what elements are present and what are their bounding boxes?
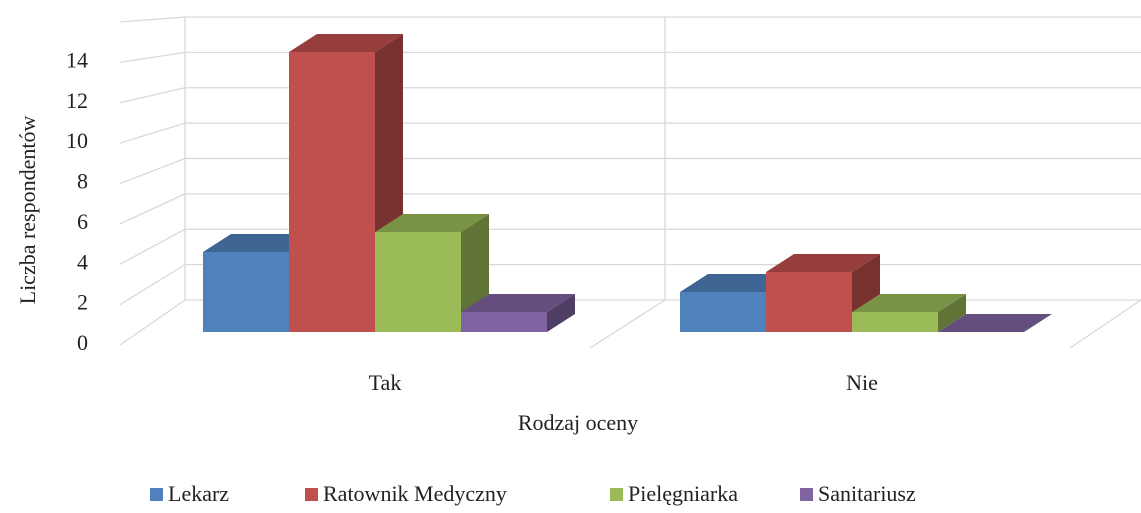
legend-label: Ratownik Medyczny <box>323 481 507 506</box>
bar <box>461 294 575 332</box>
bar-side <box>547 294 575 332</box>
bar-front <box>852 312 938 332</box>
legend-swatch <box>305 488 318 501</box>
bar-front <box>203 252 289 332</box>
wall-top <box>119 16 186 23</box>
y-tick-label: 6 <box>77 209 88 234</box>
grid-line <box>119 122 186 144</box>
bar-top <box>766 254 880 272</box>
y-tick-label: 0 <box>77 330 88 355</box>
y-tick-label: 14 <box>66 47 88 72</box>
grid-line <box>119 299 186 346</box>
floor-divider <box>589 299 666 349</box>
bar <box>938 314 1052 332</box>
legend-swatch <box>800 488 813 501</box>
bar-side <box>938 294 966 332</box>
bar <box>852 294 966 332</box>
bar-top <box>938 314 1052 332</box>
y-tick-label: 8 <box>77 169 88 194</box>
bar-front <box>289 52 375 332</box>
bar-top <box>375 214 489 232</box>
bar-top <box>852 294 966 312</box>
y-axis-label: Liczba respondentów <box>15 116 40 305</box>
bar <box>289 34 403 332</box>
legend-label: Sanitariusz <box>818 481 916 506</box>
bar-top <box>203 234 317 252</box>
bar <box>766 254 880 332</box>
bar-front <box>375 232 461 332</box>
bar-front <box>461 312 547 332</box>
y-tick-label: 2 <box>77 290 88 315</box>
grid-line <box>119 157 186 185</box>
grid-line <box>119 87 186 104</box>
x-axis-label: Rodzaj oceny <box>518 410 638 435</box>
bar-front <box>680 292 766 332</box>
y-tick-label: 10 <box>66 128 88 153</box>
legend-swatch <box>150 488 163 501</box>
bar <box>375 214 489 332</box>
grid-line <box>119 193 186 225</box>
y-tick-label: 12 <box>66 88 88 113</box>
legend-swatch <box>610 488 623 501</box>
y-tick-label: 4 <box>77 249 88 274</box>
legend-label: Lekarz <box>168 481 229 506</box>
bar-top <box>680 274 794 292</box>
bar-front <box>766 272 852 332</box>
x-tick-label: Nie <box>846 370 878 395</box>
grid-line <box>119 264 186 306</box>
grid-line <box>119 51 186 64</box>
x-tick-label: Tak <box>369 370 402 395</box>
bar-top <box>461 294 575 312</box>
bar-top <box>289 34 403 52</box>
legend-label: Pielęgniarka <box>628 481 738 506</box>
grid-line <box>119 228 186 265</box>
floor-divider <box>1069 299 1141 349</box>
